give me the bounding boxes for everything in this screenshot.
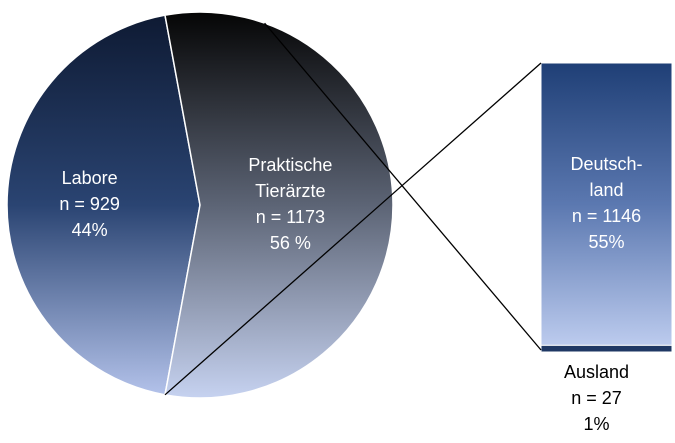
slice-label: 56 % — [270, 233, 311, 253]
pie-slice — [6, 14, 201, 396]
bar-label: Ausland — [564, 362, 629, 382]
slice-label: Labore — [62, 168, 118, 188]
slice-label: 44% — [72, 220, 108, 240]
bar-label: n = 1146 — [572, 206, 641, 226]
bar-segment — [540, 62, 673, 346]
bar-segment — [540, 344, 673, 353]
connector-line — [164, 62, 542, 396]
connector-line — [264, 22, 542, 351]
slice-label: Tierärzte — [255, 181, 325, 201]
slice-label: Praktische — [248, 155, 332, 175]
bar-label: Deutsch- — [570, 154, 642, 174]
bar-label: n = 27 — [571, 388, 622, 408]
slice-label: n = 1173 — [256, 207, 325, 227]
bar-label: 55% — [588, 232, 624, 252]
bar-label: 1% — [583, 414, 609, 434]
slice-label: n = 929 — [59, 194, 120, 214]
bar-label: land — [589, 180, 623, 200]
